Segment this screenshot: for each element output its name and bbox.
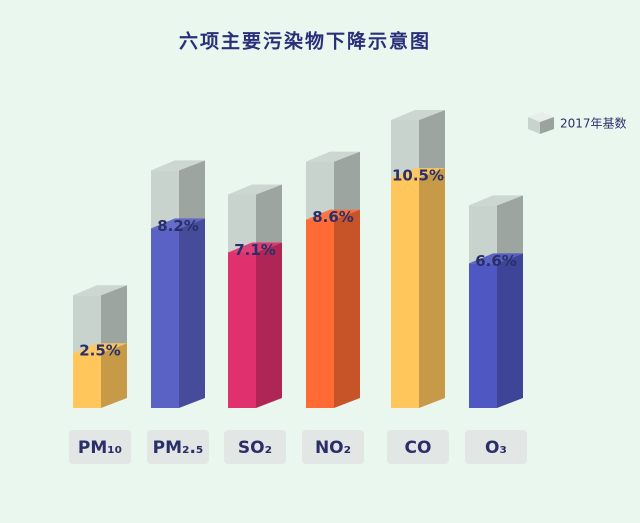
- value-label: 10.5%: [392, 167, 444, 185]
- base-bar-top: [151, 160, 205, 171]
- base-bar-top: [391, 110, 445, 120]
- x-tick-label: NO₂: [315, 438, 351, 458]
- base-bar-side: [497, 195, 523, 264]
- bar-front: [73, 353, 101, 408]
- value-label: 8.6%: [312, 208, 354, 226]
- value-label: 7.1%: [234, 241, 276, 259]
- legend: 2017年基数: [528, 112, 627, 134]
- bar-top: [228, 242, 282, 253]
- value-label: 8.2%: [157, 217, 199, 235]
- legend-side: [540, 117, 554, 134]
- legend-top: [528, 112, 554, 122]
- legend-label: 2017年基数: [560, 116, 627, 131]
- bar-side: [179, 218, 205, 408]
- bar-side: [497, 253, 523, 408]
- value-label: 2.5%: [79, 342, 121, 360]
- bar-front: [228, 252, 256, 408]
- base-bar-top: [73, 285, 127, 296]
- bar-front: [151, 228, 179, 408]
- x-tick-label: PM₂.₅: [153, 438, 204, 458]
- base-bar-side: [179, 160, 205, 229]
- base-bar-top: [306, 151, 360, 162]
- bar-front: [306, 219, 334, 408]
- bar-top: [151, 218, 205, 229]
- bar-top: [73, 343, 127, 354]
- base-bar-side: [334, 151, 360, 220]
- base-bar-side: [101, 285, 127, 354]
- bar-side: [334, 209, 360, 408]
- x-tick-label: SO₂: [238, 438, 272, 458]
- category-box: [224, 430, 286, 464]
- base-bar-top: [228, 184, 282, 195]
- bar-top: [306, 209, 360, 220]
- category-box: [387, 430, 449, 464]
- bar-top: [469, 253, 523, 264]
- bar-side: [256, 242, 282, 408]
- category-box: [302, 430, 364, 464]
- bar-front: [391, 178, 419, 408]
- category-box: [465, 430, 527, 464]
- category-box: [147, 430, 209, 464]
- value-label: 6.6%: [475, 252, 517, 270]
- bar-front: [469, 263, 497, 408]
- bar-top: [391, 168, 445, 178]
- chart-title: 六项主要污染物下降示意图: [179, 30, 431, 53]
- x-tick-label: PM₁₀: [78, 438, 122, 458]
- x-tick-label: CO: [405, 438, 432, 458]
- category-box: [69, 430, 131, 464]
- legend-front: [528, 117, 540, 134]
- x-tick-label: O₃: [485, 438, 507, 458]
- bar-side: [419, 168, 445, 408]
- base-bar-side: [419, 110, 445, 178]
- base-bar-side: [256, 184, 282, 253]
- base-bar-top: [469, 195, 523, 206]
- bar-side: [101, 343, 127, 408]
